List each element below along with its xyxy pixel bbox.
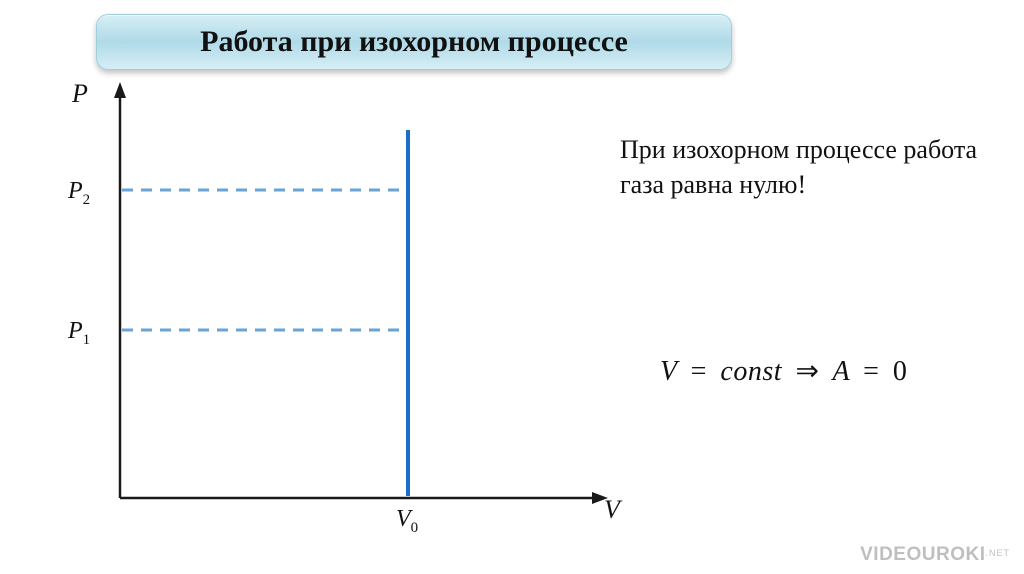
equals-2: = xyxy=(857,356,885,387)
watermark: VIDEOUROKI.NET xyxy=(860,544,1010,566)
y-axis-arrowhead xyxy=(114,82,126,98)
p2-label: P2 xyxy=(67,178,90,208)
slide-title: Работа при изохорном процессе xyxy=(200,25,628,59)
slide-title-box: Работа при изохорном процессе xyxy=(96,14,732,70)
formula-zero: 0 xyxy=(893,356,908,387)
y-axis-label: P xyxy=(71,79,88,108)
x-axis-label: V xyxy=(604,495,623,524)
formula: V = const ⇒ A = 0 xyxy=(660,354,907,388)
watermark-main: VIDEOUROKI xyxy=(860,544,985,565)
v0-label: V0 xyxy=(396,506,418,536)
formula-const: const xyxy=(720,356,782,387)
formula-v: V xyxy=(660,356,677,387)
description-text: При изохорном процессе работа газа равна… xyxy=(620,135,977,199)
description: При изохорном процессе работа газа равна… xyxy=(620,132,1000,202)
p1-label: P1 xyxy=(67,318,90,348)
pv-chart: P V P2 P1 V0 xyxy=(56,78,636,538)
watermark-suffix: .NET xyxy=(985,548,1010,558)
formula-a: A xyxy=(832,356,849,387)
implies-arrow: ⇒ xyxy=(790,356,826,387)
equals-1: = xyxy=(685,356,713,387)
